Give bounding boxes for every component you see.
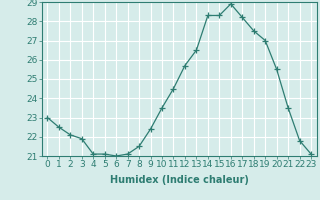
X-axis label: Humidex (Indice chaleur): Humidex (Indice chaleur)	[110, 175, 249, 185]
